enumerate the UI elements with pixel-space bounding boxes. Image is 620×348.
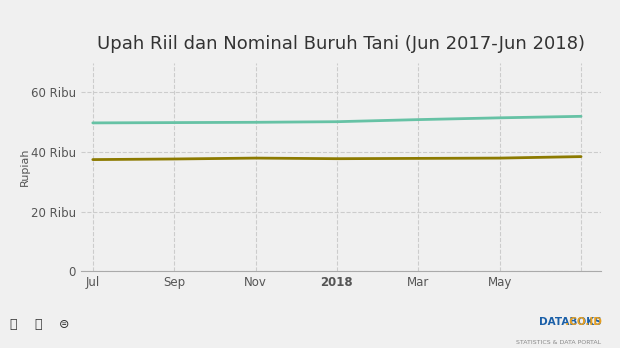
Y-axis label: Rupiah: Rupiah [20,148,30,186]
Text: STATISTICS & DATA PORTAL: STATISTICS & DATA PORTAL [516,340,601,345]
Title: Upah Riil dan Nominal Buruh Tani (Jun 2017-Jun 2018): Upah Riil dan Nominal Buruh Tani (Jun 20… [97,35,585,53]
Text: DATABOKS: DATABOKS [539,317,601,327]
Text: ⊜: ⊜ [59,318,69,331]
Text: Ⓕ: Ⓕ [34,318,42,331]
Text: Ⓒ: Ⓒ [9,318,17,331]
Text: .CO.ID: .CO.ID [528,317,601,327]
